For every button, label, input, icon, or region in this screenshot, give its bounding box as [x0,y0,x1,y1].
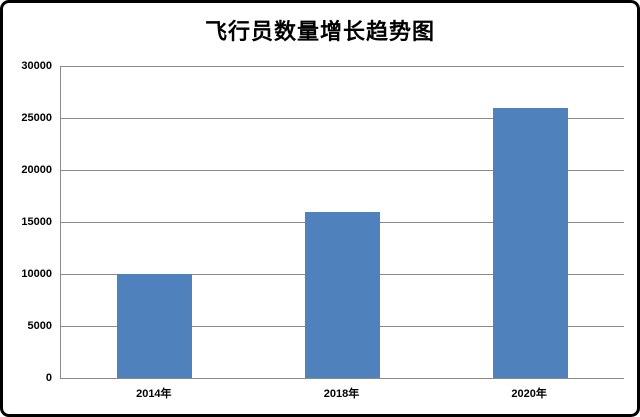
y-axis-tick-label: 30000 [21,60,52,72]
x-axis-tick-label: 2020年 [511,388,547,400]
y-axis-tick-label: 10000 [21,268,52,280]
y-axis-tick-label: 15000 [21,216,52,228]
y-axis-tick-label: 25000 [21,112,52,124]
x-axis-tick-label: 2014年 [136,388,172,400]
x-axis-tick-label: 2018年 [323,388,360,400]
bar-2018年 [305,211,380,378]
chart-title: 飞行员数量增长趋势图 [204,19,435,44]
y-axis-tick-label: 5000 [27,320,52,332]
gridline [61,66,624,67]
gridline [61,118,624,119]
bar-2020年 [492,107,568,378]
gridline [61,170,624,171]
bar-2014年 [117,274,193,378]
plot-area [60,66,624,379]
y-axis-tick-label: 0 [45,372,52,384]
y-axis-tick-label: 20000 [21,164,52,176]
